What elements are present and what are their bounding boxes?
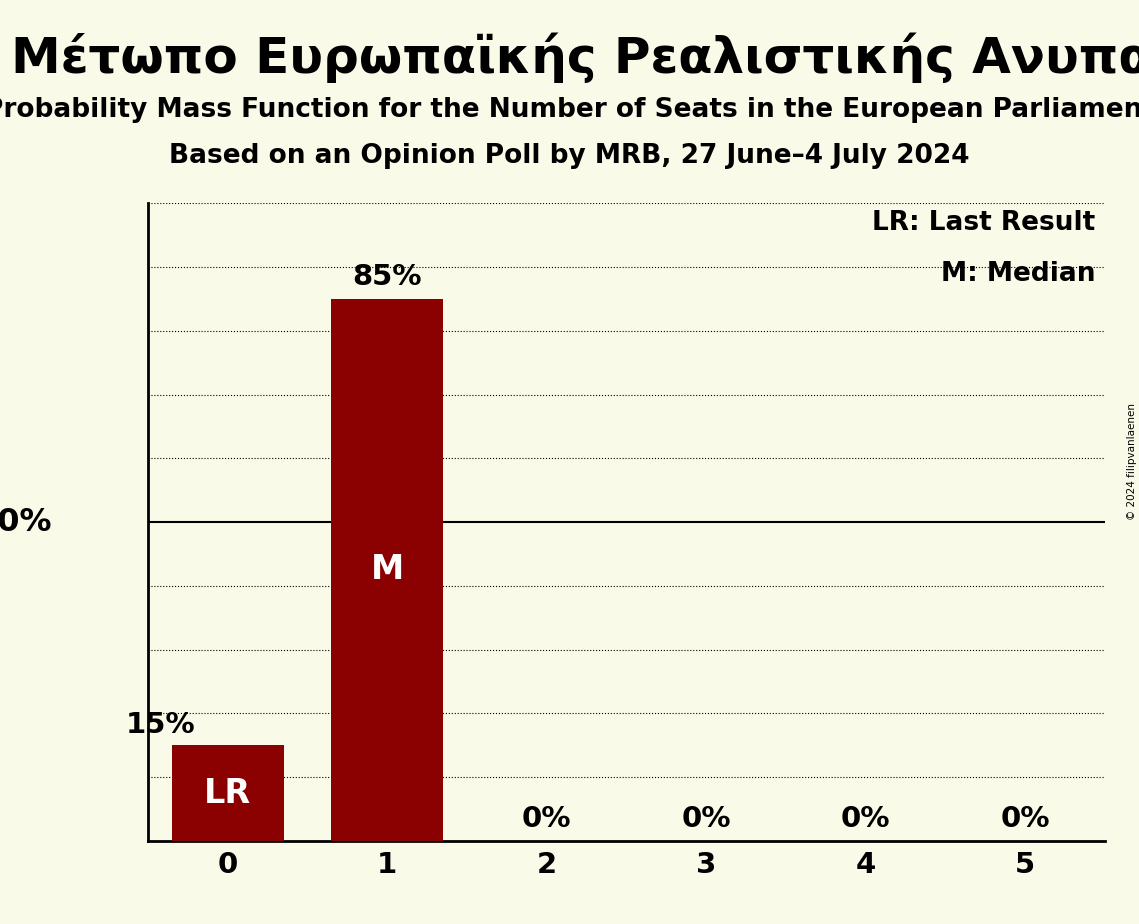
Bar	[172, 745, 284, 841]
Text: 85%: 85%	[352, 263, 423, 291]
Text: M: M	[370, 553, 404, 587]
Text: 15%: 15%	[126, 711, 196, 739]
Text: 0%: 0%	[681, 805, 731, 833]
Text: LR: Last Result: LR: Last Result	[872, 210, 1096, 236]
Text: 0%: 0%	[1000, 805, 1050, 833]
Text: 50%: 50%	[0, 506, 52, 538]
Text: 0%: 0%	[522, 805, 572, 833]
Text: Based on an Opinion Poll by MRB, 27 June–4 July 2024: Based on an Opinion Poll by MRB, 27 June…	[170, 143, 969, 169]
Text: © 2024 filipvanlaenen: © 2024 filipvanlaenen	[1126, 404, 1137, 520]
Text: Probability Mass Function for the Number of Seats in the European Parliament: Probability Mass Function for the Number…	[0, 97, 1139, 123]
Text: 0%: 0%	[841, 805, 891, 833]
Text: LR: LR	[204, 776, 252, 809]
Text: M: Median: M: Median	[941, 261, 1096, 286]
Bar	[331, 299, 443, 841]
Text: Μέτωπο Ευρωπαϊκής Ρεαλιστικής Ανυπακοής (GUE/NGL): Μέτωπο Ευρωπαϊκής Ρεαλιστικής Ανυπακοής …	[11, 32, 1139, 83]
